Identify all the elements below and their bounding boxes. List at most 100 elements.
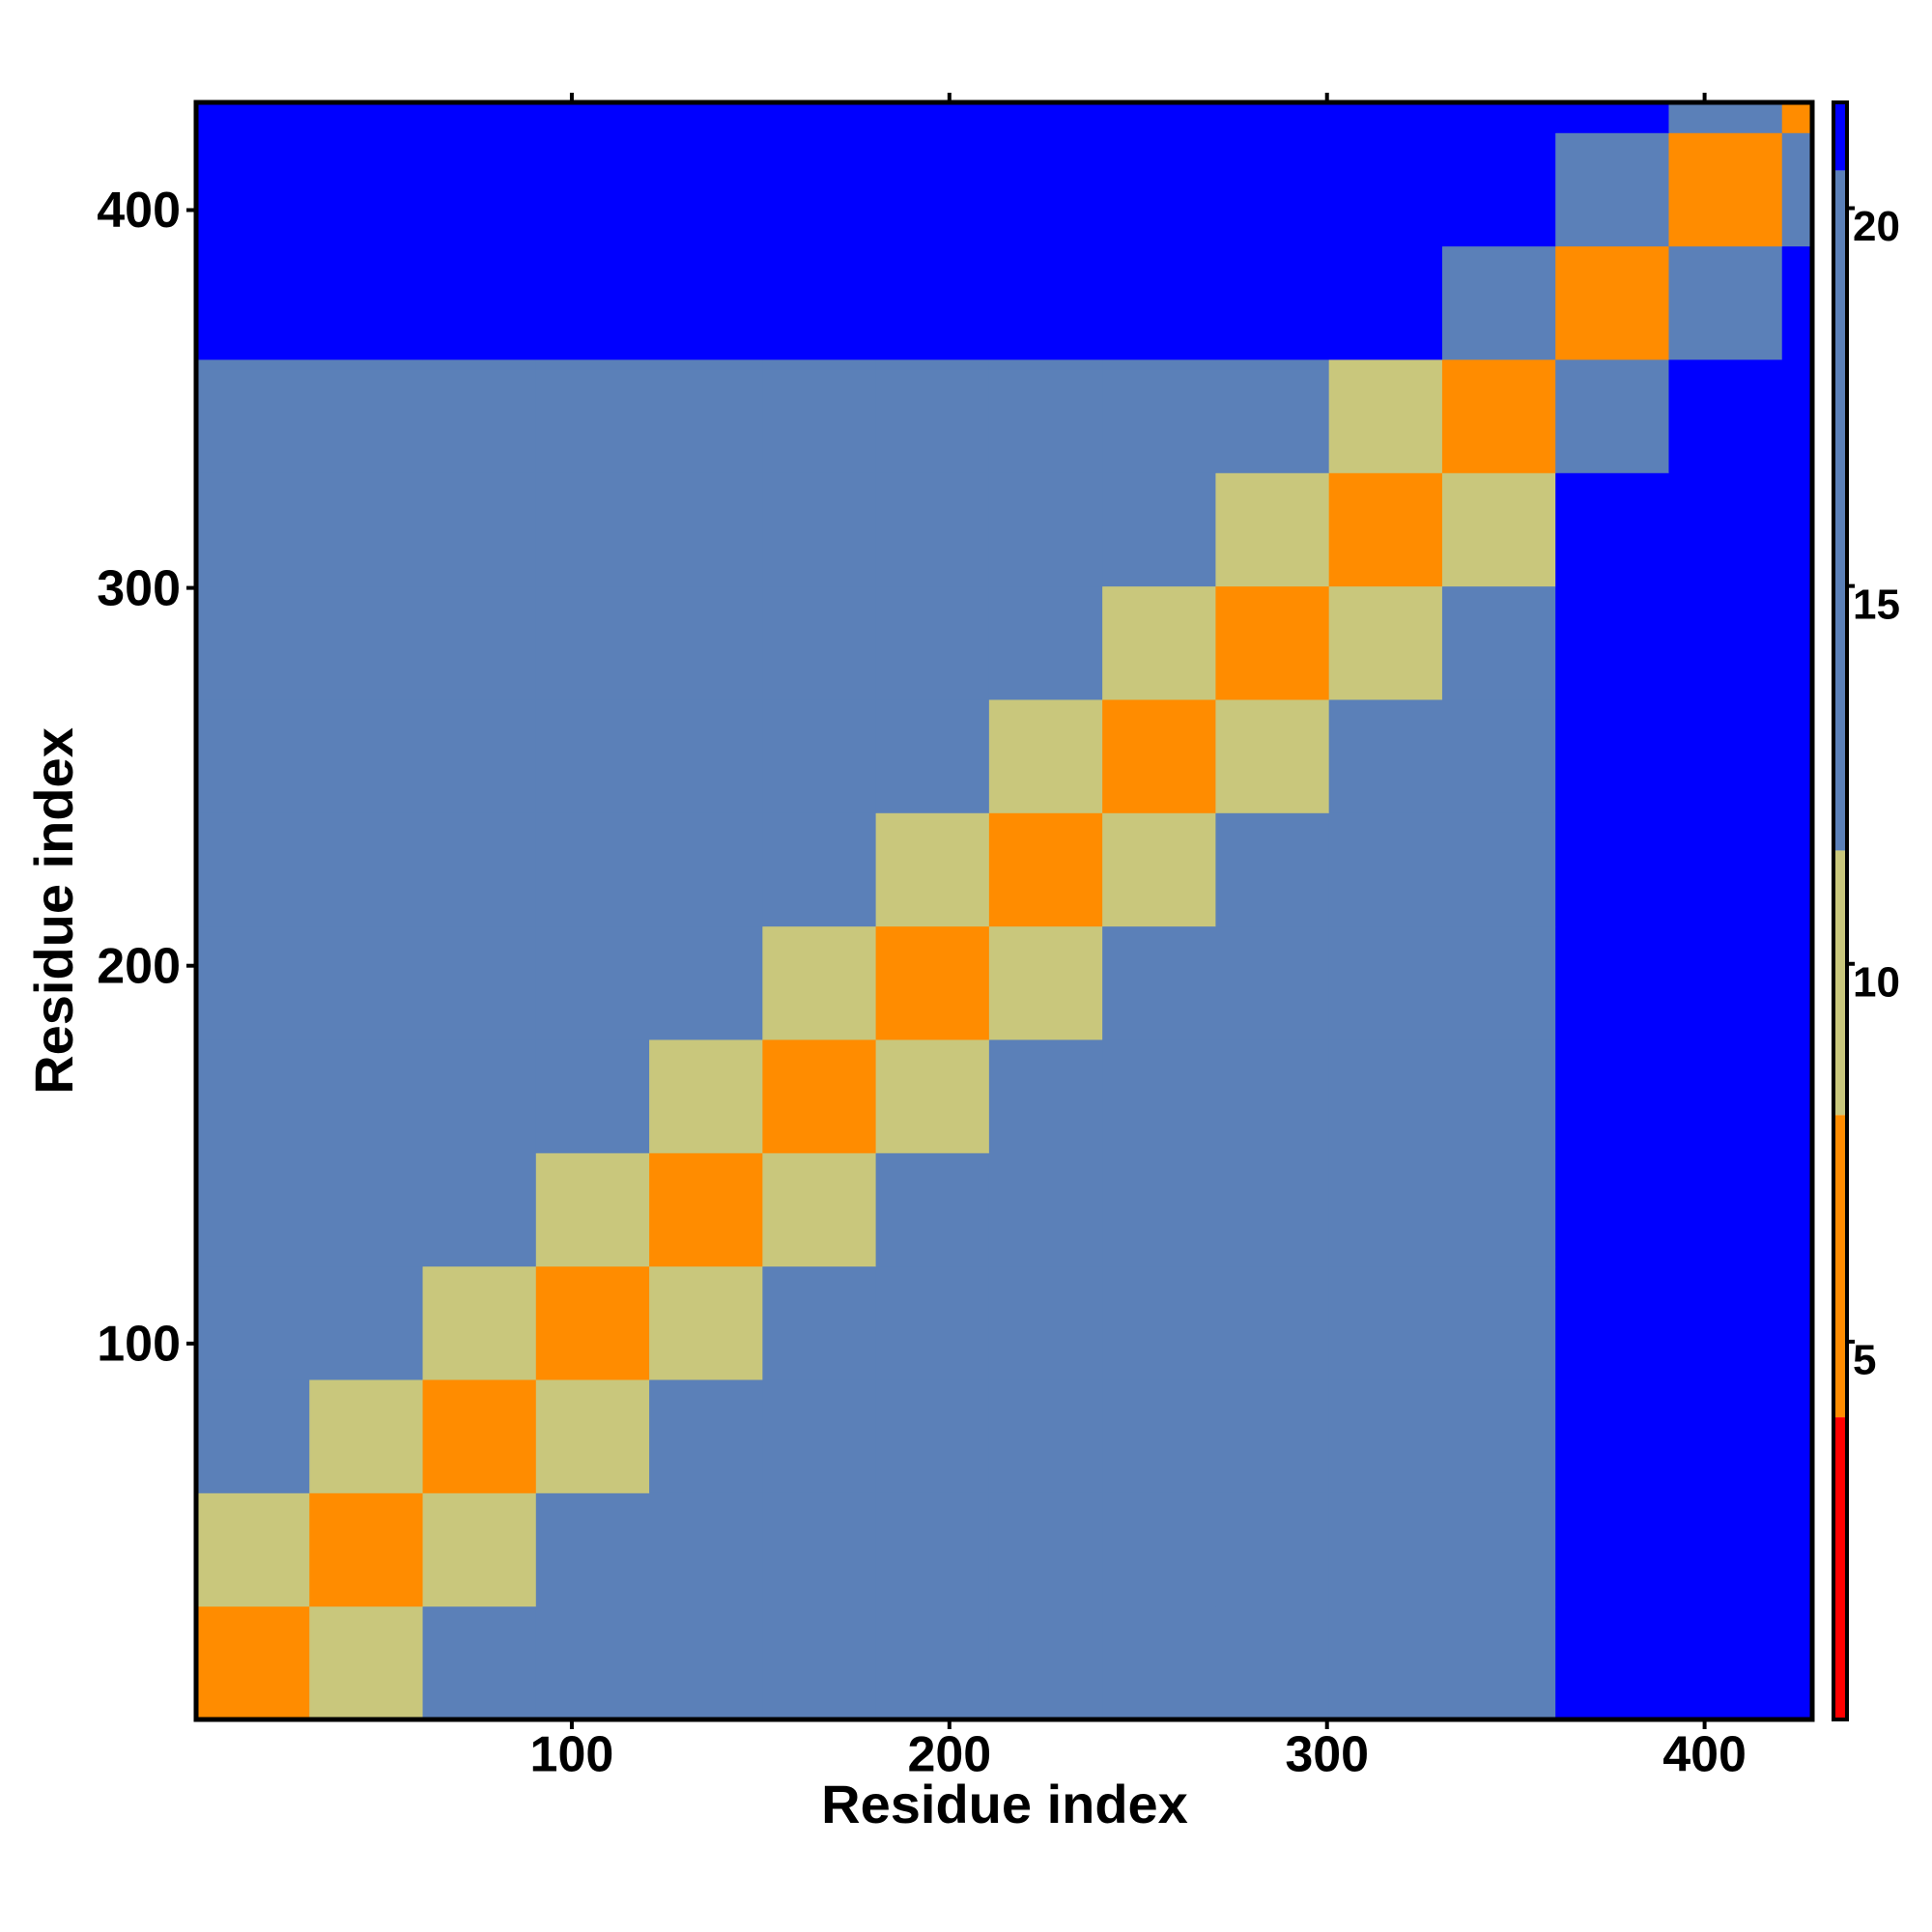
heatmap-cell — [1555, 472, 1669, 587]
heatmap-cell — [1328, 1038, 1443, 1153]
heatmap-cell — [1441, 812, 1556, 927]
heatmap-cell — [988, 102, 1103, 133]
heatmap-cell — [1328, 1605, 1443, 1720]
heatmap-cell — [1328, 698, 1443, 813]
heatmap-cell — [535, 1265, 650, 1380]
heatmap-cell — [762, 698, 877, 813]
y-tick-label: 400 — [97, 183, 181, 239]
heatmap-cell — [875, 812, 990, 927]
heatmap-cell — [535, 132, 650, 247]
heatmap-cell — [1781, 1605, 1813, 1720]
heatmap-cell — [988, 472, 1103, 587]
colorbar-segment — [1833, 1115, 1847, 1418]
heatmap-cell — [1781, 102, 1813, 133]
heatmap-cell — [988, 1378, 1103, 1493]
colorbar-tick-label: 20 — [1853, 203, 1900, 250]
heatmap-cell — [422, 1605, 537, 1720]
heatmap-cell — [1668, 1152, 1783, 1267]
heatmap-cell — [1441, 1152, 1556, 1267]
heatmap-cell — [1328, 472, 1443, 587]
heatmap-cell — [1555, 132, 1669, 247]
heatmap-cell — [649, 1038, 763, 1153]
heatmap-cell — [422, 358, 537, 473]
heatmap-cell — [1215, 472, 1330, 587]
colorbar-tick-label: 15 — [1853, 581, 1900, 628]
heatmap-cell — [988, 585, 1103, 700]
heatmap-cell — [1441, 245, 1556, 360]
heatmap-cell — [1215, 245, 1330, 360]
heatmap-cell — [1102, 812, 1216, 927]
heatmap-cell — [422, 585, 537, 700]
heatmap-cell — [1668, 472, 1783, 587]
heatmap-cell — [1102, 1492, 1216, 1607]
heatmap-cell — [1328, 245, 1443, 360]
heatmap-cell — [196, 245, 310, 360]
heatmap-cell — [875, 925, 990, 1040]
heatmap-cell — [988, 812, 1103, 927]
heatmap-cell — [988, 1152, 1103, 1267]
heatmap-cell — [1781, 472, 1813, 587]
heatmap-cell — [535, 102, 650, 133]
heatmap-cell — [1668, 102, 1783, 133]
heatmap-cell — [196, 1605, 310, 1720]
heatmap-cell — [1781, 698, 1813, 813]
heatmap-cell — [309, 132, 424, 247]
heatmap-cell — [309, 1378, 424, 1493]
heatmap-cell — [535, 812, 650, 927]
heatmap-cell — [535, 1152, 650, 1267]
heatmap-cell — [535, 245, 650, 360]
y-tick-label: 300 — [97, 560, 181, 616]
heatmap-cell — [1441, 1265, 1556, 1380]
heatmap-cell — [649, 245, 763, 360]
heatmap-cell — [422, 812, 537, 927]
heatmap-cell — [1328, 1378, 1443, 1493]
heatmap-cell — [1555, 585, 1669, 700]
colorbar-frame — [1832, 100, 1849, 1721]
heatmap-cell — [535, 358, 650, 473]
heatmap-cell — [196, 102, 310, 133]
heatmap-cell — [1215, 358, 1330, 473]
heatmap-cell — [762, 1152, 877, 1267]
heatmap-cell — [762, 132, 877, 247]
heatmap-cell — [309, 585, 424, 700]
heatmap-cell — [762, 1378, 877, 1493]
heatmap-cell — [1102, 585, 1216, 700]
heatmap-cell — [875, 245, 990, 360]
heatmap-cell — [649, 358, 763, 473]
heatmap-cell — [1328, 812, 1443, 927]
heatmap-cell — [309, 1265, 424, 1380]
heatmap-cell — [196, 925, 310, 1040]
colorbar-tick-label: 10 — [1853, 958, 1900, 1006]
heatmap-cell — [649, 1378, 763, 1493]
heatmap-cell — [762, 1492, 877, 1607]
heatmap-cell — [988, 698, 1103, 813]
heatmap-cell — [1441, 1378, 1556, 1493]
heatmap-cell — [875, 1378, 990, 1493]
heatmap-cell — [1441, 132, 1556, 247]
heatmap-cell — [1668, 1492, 1783, 1607]
heatmap-cell — [196, 1265, 310, 1380]
heatmap-cell — [196, 812, 310, 927]
heatmap-cell — [988, 925, 1103, 1040]
heatmap-cell — [535, 1492, 650, 1607]
heatmap-cell — [1668, 132, 1783, 247]
heatmap-cell — [875, 358, 990, 473]
heatmap-cell — [1668, 1038, 1783, 1153]
heatmap-cell — [875, 1038, 990, 1153]
heatmap-cell — [762, 1265, 877, 1380]
heatmap-cell — [1102, 1038, 1216, 1153]
heatmap-cell — [1441, 585, 1556, 700]
heatmap-cell — [1441, 698, 1556, 813]
heatmap-cell — [1328, 1152, 1443, 1267]
heatmap-cell — [535, 925, 650, 1040]
heatmap-cell — [422, 132, 537, 247]
y-tick-label: 100 — [97, 1317, 181, 1373]
heatmap-cell — [1328, 925, 1443, 1040]
heatmap-cell — [875, 1152, 990, 1267]
heatmap-cell — [1781, 812, 1813, 927]
heatmap-cell — [1215, 1152, 1330, 1267]
heatmap-cell — [649, 1265, 763, 1380]
heatmap-cell — [422, 698, 537, 813]
heatmap-cell — [1441, 472, 1556, 587]
colorbar-segment — [1833, 102, 1847, 171]
